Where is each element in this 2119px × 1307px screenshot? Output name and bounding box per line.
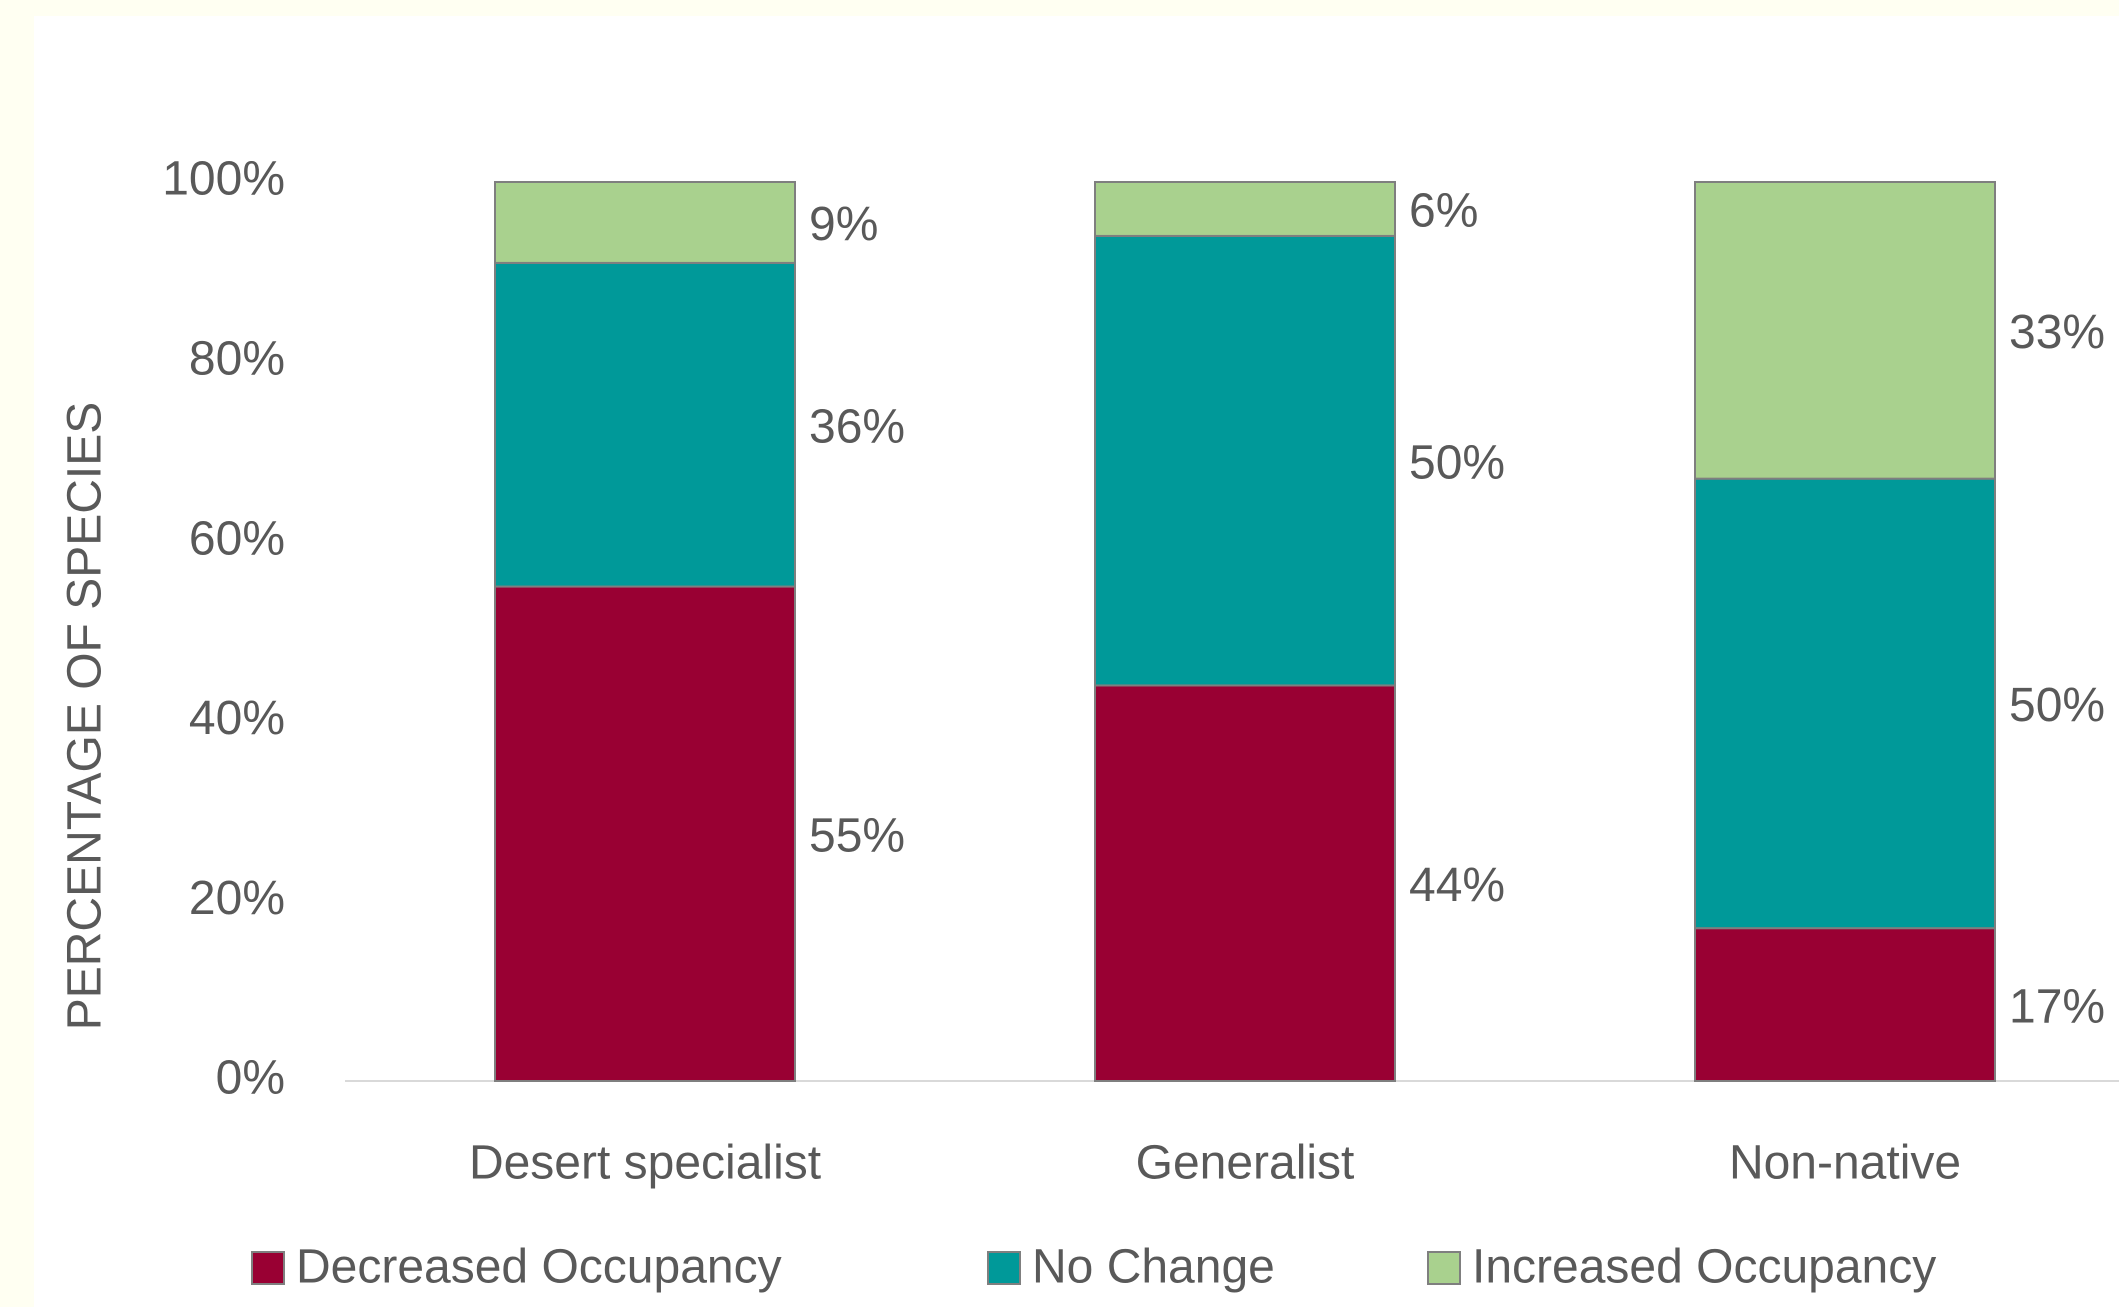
y-tick-label: 100% (162, 153, 285, 206)
bar-segment (1694, 477, 1996, 930)
legend-swatch (987, 1251, 1021, 1285)
data-label: 17% (2009, 980, 2105, 1033)
legend-label: No Change (1032, 1241, 1275, 1294)
bar-segment (1694, 181, 1996, 480)
bar-segment (494, 585, 796, 1082)
y-tick-label: 80% (189, 332, 285, 385)
y-axis-title: PERCENTAGE OF SPECIES (59, 402, 112, 1031)
bar-segment (494, 181, 796, 264)
data-label: 36% (809, 400, 905, 453)
x-tick-label: Generalist (1136, 1137, 1355, 1190)
y-tick-label: 40% (189, 692, 285, 745)
legend-swatch (251, 1251, 285, 1285)
data-label: 33% (2009, 306, 2105, 359)
legend-label: Increased Occupancy (1472, 1241, 1936, 1294)
y-tick-label: 0% (216, 1052, 285, 1105)
data-label: 50% (1409, 436, 1505, 489)
y-tick-label: 20% (189, 872, 285, 925)
data-label: 55% (809, 809, 905, 862)
bar-segment (1694, 927, 1996, 1082)
bar-segment (1094, 684, 1396, 1082)
x-tick-label: Desert specialist (469, 1137, 821, 1190)
data-label: 9% (809, 198, 878, 251)
bar-segment (1094, 181, 1396, 237)
data-label: 44% (1409, 859, 1505, 912)
bar-segment (494, 261, 796, 588)
data-label: 50% (2009, 679, 2105, 732)
y-tick-label: 60% (189, 512, 285, 565)
data-label: 6% (1409, 185, 1478, 238)
legend-label: Decreased Occupancy (296, 1241, 782, 1294)
bar-segment (1094, 234, 1396, 687)
legend-swatch (1427, 1251, 1461, 1285)
x-tick-label: Non-native (1729, 1137, 1961, 1190)
